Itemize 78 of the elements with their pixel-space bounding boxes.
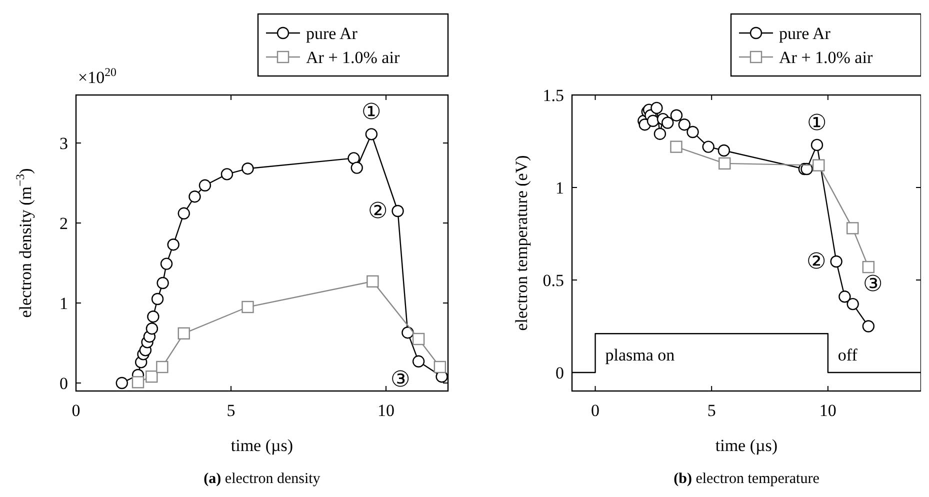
point: [830, 255, 842, 268]
point: [392, 204, 404, 218]
y-tick-label: 1.5: [542, 86, 564, 105]
point: [151, 292, 164, 306]
point: [702, 140, 714, 153]
x-tick-label: 10: [378, 401, 394, 420]
point: [654, 128, 666, 140]
point: [846, 222, 859, 234]
point: [686, 126, 699, 138]
point: [146, 370, 158, 383]
x-tick-label: 0: [72, 401, 80, 420]
x-tick-label: 10: [819, 401, 836, 420]
annotation: off: [838, 346, 858, 364]
point: [412, 332, 425, 346]
point: [156, 360, 168, 374]
point: [146, 322, 158, 335]
point: [402, 326, 414, 339]
point: [160, 258, 173, 270]
y-tick-label: 1: [556, 178, 564, 198]
point: [718, 157, 731, 170]
point: [156, 276, 169, 290]
legend-label: pure Ar: [779, 24, 831, 43]
point: [678, 118, 690, 131]
point: [116, 376, 128, 390]
y-axis-title: electron temperature (eV): [512, 155, 531, 331]
text: (b) electron temperature: [674, 471, 820, 487]
y-tick-label: 0: [556, 364, 564, 382]
point: [800, 162, 813, 176]
annotation: ③: [390, 366, 411, 392]
point: [862, 260, 875, 274]
x-tick-label: 5: [226, 401, 236, 420]
y-tick-label: 0.5: [542, 271, 564, 290]
point: [147, 310, 160, 323]
point: [348, 152, 360, 164]
point: [718, 144, 730, 157]
point: [646, 114, 660, 127]
point: [167, 238, 180, 251]
point: [650, 102, 663, 114]
x-tick-label: 5: [707, 401, 716, 420]
point: [862, 320, 875, 332]
point: [132, 376, 144, 388]
annotation: ③: [862, 271, 883, 296]
annotation: ②: [806, 248, 826, 274]
point: [178, 327, 190, 340]
point: [198, 179, 212, 192]
point: [350, 162, 363, 174]
y-tick-label: 3: [60, 134, 68, 153]
point: [220, 168, 234, 180]
point: [412, 355, 425, 368]
x-axis-title: time (µs): [715, 436, 778, 455]
x-tick-label: 0: [591, 401, 600, 420]
point: [188, 190, 201, 203]
point: [670, 140, 682, 153]
point: [810, 138, 824, 152]
legend-label: Ar + 1.0% air: [779, 48, 873, 67]
annotation: plasma on: [605, 346, 676, 364]
point: [365, 128, 378, 140]
annotation: ②: [368, 198, 388, 223]
annotation: ①: [807, 110, 827, 135]
legend-label: Ar + 1.0% air: [306, 48, 400, 67]
annotation: ①: [361, 99, 382, 124]
y-tick-label: 1: [60, 294, 68, 313]
point: [846, 298, 859, 310]
legend-label: pure Ar: [306, 24, 358, 43]
point: [670, 109, 683, 122]
point: [434, 360, 446, 374]
point: [366, 275, 379, 288]
x-axis-title: time (µs): [230, 436, 294, 455]
point: [662, 116, 674, 129]
y-tick-label: 0: [60, 374, 68, 393]
text: ×10$^{20}$: [78, 65, 117, 87]
y-tick-label: 2: [60, 214, 68, 233]
point: [812, 159, 825, 172]
point: [242, 162, 254, 175]
point: [242, 300, 254, 314]
point: [838, 290, 851, 303]
point: [178, 207, 190, 220]
text: (a) electron density: [204, 471, 321, 487]
